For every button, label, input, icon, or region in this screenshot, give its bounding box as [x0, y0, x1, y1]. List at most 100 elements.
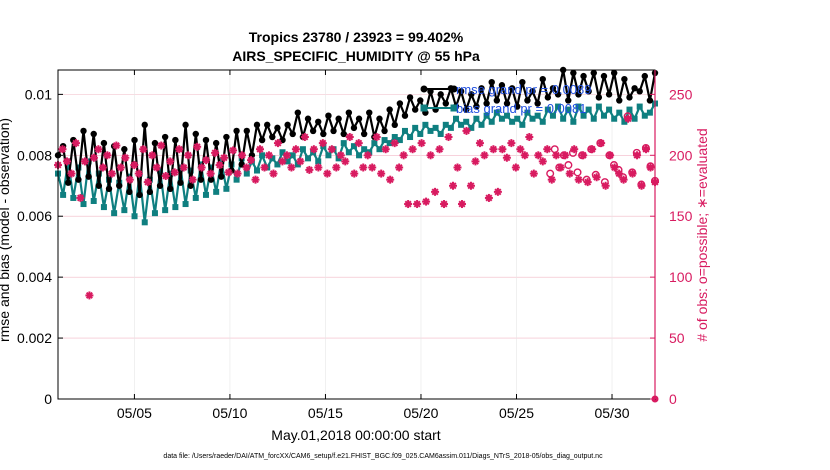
- bias-point: [493, 109, 500, 116]
- bias-point: [305, 155, 312, 162]
- bias-point: [284, 158, 291, 165]
- rmse-point: [595, 94, 603, 101]
- obs-evaluated-stroke: [63, 157, 71, 165]
- obs-evaluated-stroke: [251, 176, 260, 184]
- obs-evaluated-point: [538, 157, 547, 166]
- obs-evaluated-point: [98, 163, 107, 172]
- obs-evaluated-point: [143, 178, 152, 187]
- obs-evaluated-stroke: [260, 163, 268, 171]
- obs-evaluated-point: [264, 151, 273, 160]
- obs-evaluated-stroke: [90, 154, 98, 162]
- obs-evaluated-stroke: [548, 176, 556, 184]
- bias-point: [299, 146, 306, 153]
- bias-point: [401, 127, 408, 134]
- bias-point: [259, 152, 266, 159]
- obs-possible-point: [637, 180, 646, 189]
- obs-evaluated-point: [511, 163, 520, 172]
- rmse-point: [340, 130, 347, 138]
- obs-evaluated-stroke: [413, 200, 421, 208]
- bias-point: [371, 140, 378, 147]
- obs-evaluated-point: [359, 163, 368, 172]
- left-y-axis: 0 0.002 0.004 0.006 0.008 0.01: [17, 86, 63, 407]
- obs-evaluated-stroke: [633, 151, 641, 159]
- obs-evaluated-stroke: [103, 151, 111, 159]
- obs-evaluated-stroke: [489, 145, 497, 153]
- rmse-point: [330, 127, 337, 135]
- rmse-point: [345, 109, 353, 116]
- obs-evaluated-stroke: [386, 176, 394, 184]
- rmse-point: [80, 127, 87, 135]
- rmse-point: [85, 173, 92, 180]
- obs-evaluated-point: [502, 153, 511, 162]
- obs-evaluated-point: [247, 156, 256, 165]
- obs-evaluated-stroke: [153, 163, 161, 171]
- bias-point: [549, 112, 556, 119]
- obs-evaluated-point: [206, 169, 215, 178]
- rmse-point: [197, 176, 205, 183]
- obs-evaluated-point: [242, 163, 251, 172]
- obs-evaluated-point: [211, 148, 220, 157]
- rmse-point: [488, 78, 495, 86]
- obs-evaluated-stroke: [373, 133, 381, 141]
- obs-evaluated-point: [422, 197, 431, 206]
- obs-evaluated-point: [175, 145, 184, 154]
- bias-point: [80, 201, 87, 208]
- obs-evaluated-point: [381, 145, 390, 154]
- bias-point: [422, 121, 429, 128]
- bias-point: [534, 112, 541, 119]
- obs-evaluated-point: [314, 163, 323, 172]
- rmse-point: [396, 100, 404, 107]
- x-tick-label: 05/30: [594, 405, 629, 421]
- obs-evaluated-point: [85, 291, 94, 300]
- obs-evaluated-point: [287, 163, 296, 172]
- rmse-point: [126, 188, 133, 196]
- rmse-point: [65, 179, 72, 186]
- rmse-point: [498, 82, 506, 89]
- bias-point: [631, 115, 638, 122]
- bias-point: [218, 158, 225, 165]
- obs-evaluated-stroke: [418, 139, 426, 147]
- obs-evaluated-point: [157, 141, 166, 150]
- bias-point: [350, 143, 357, 150]
- obs-evaluated-point: [327, 145, 336, 154]
- bias-point: [580, 112, 587, 119]
- rmse-point: [315, 118, 322, 125]
- rmse-point: [549, 85, 557, 92]
- obs-evaluated-point: [125, 175, 134, 184]
- obs-evaluated-point: [305, 165, 314, 174]
- y-right-tick-label: 0: [669, 391, 677, 407]
- obs-evaluated-point: [480, 151, 489, 160]
- obs-possible-point: [587, 145, 596, 154]
- obs-evaluated-point: [80, 157, 89, 166]
- obs-evaluated-stroke: [265, 151, 273, 159]
- obs-evaluated-stroke: [171, 168, 179, 176]
- bias-point: [570, 118, 577, 125]
- bias-point: [504, 112, 511, 119]
- bias-point: [60, 191, 67, 198]
- obs-evaluated-point: [161, 172, 170, 181]
- rmse-point: [253, 121, 261, 129]
- obs-evaluated-stroke: [85, 291, 93, 299]
- obs-evaluated-point: [363, 151, 372, 160]
- obs-evaluated-stroke: [503, 154, 511, 162]
- rmse-point: [508, 85, 516, 92]
- rmse-point: [121, 146, 128, 153]
- bias-point: [478, 121, 485, 128]
- bias-point: [595, 103, 602, 110]
- obs-evaluated-point: [413, 200, 422, 209]
- rmse-point: [610, 69, 618, 77]
- obs-evaluated-point: [408, 145, 417, 154]
- bias-point: [636, 103, 643, 110]
- obs-evaluated-stroke: [243, 163, 251, 171]
- bias-point: [141, 219, 148, 226]
- obs-evaluated-stroke: [404, 200, 412, 208]
- rmse-point: [116, 182, 123, 189]
- rmse-point: [463, 106, 470, 113]
- obs-evaluated-stroke: [575, 176, 583, 184]
- rmse-point: [417, 97, 424, 104]
- obs-evaluated-point: [336, 151, 345, 160]
- obs-evaluated-stroke: [184, 151, 192, 159]
- bias-point: [243, 170, 250, 177]
- obs-evaluated-stroke: [234, 170, 242, 178]
- bias-point: [315, 158, 322, 165]
